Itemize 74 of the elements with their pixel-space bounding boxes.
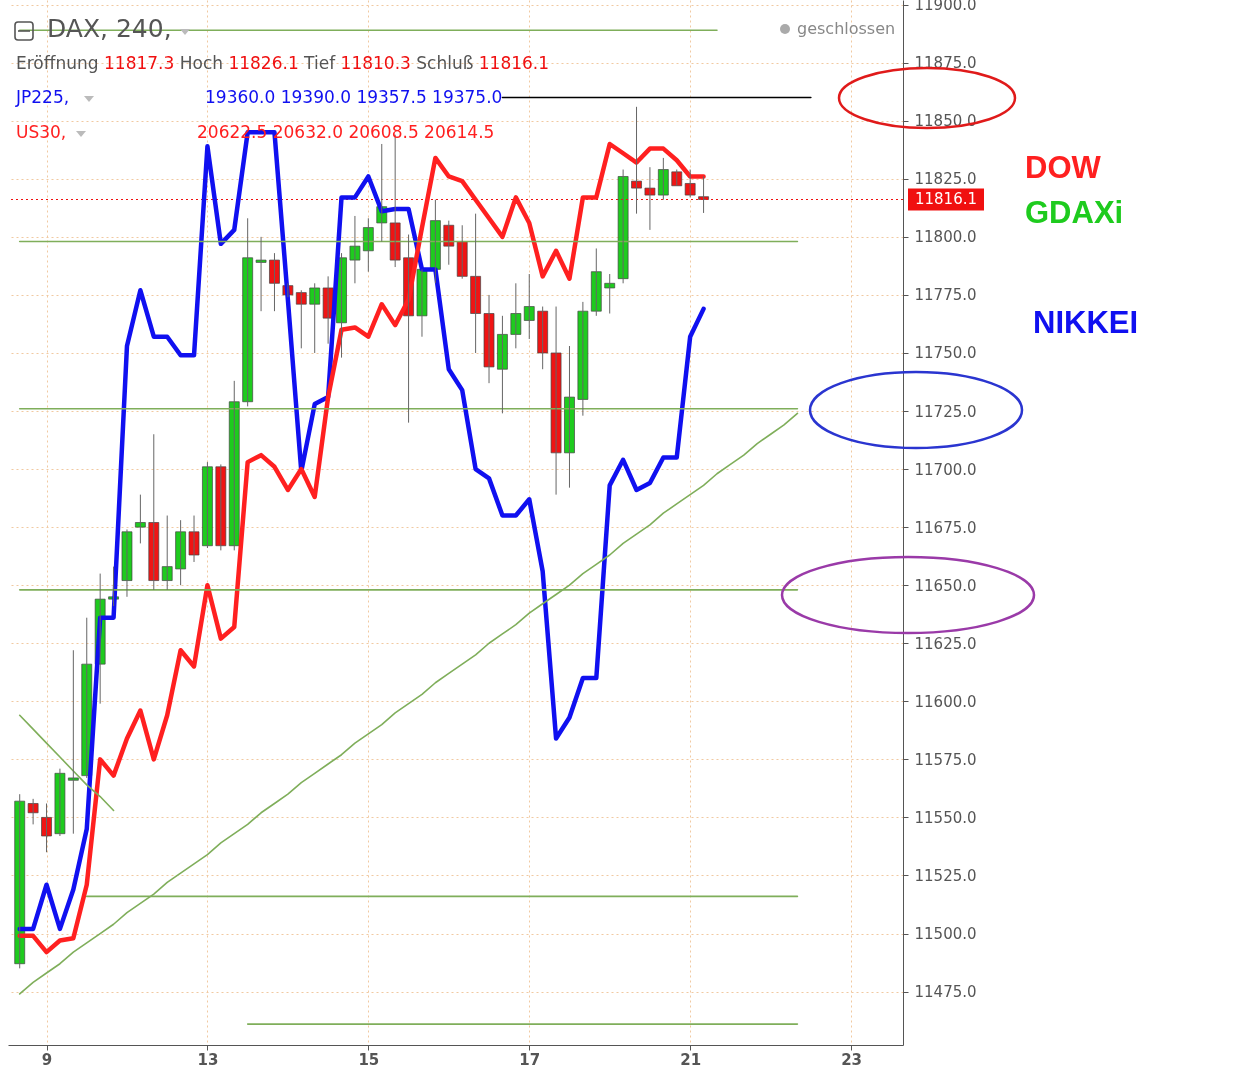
y-tick-label: 11575.0: [914, 750, 977, 769]
candlestick: [523, 273, 535, 340]
candlestick: [590, 247, 602, 317]
y-tick-label: 11550.0: [914, 808, 977, 827]
x-tick-label: 15: [358, 1050, 380, 1069]
y-tick-label: 11675.0: [914, 518, 977, 537]
candlestick: [27, 798, 39, 825]
y-tick-label: 11625.0: [914, 634, 977, 653]
candlestick: [483, 294, 495, 384]
x-tick-label: 17: [519, 1050, 541, 1069]
text: DOW: [1025, 150, 1101, 186]
candlestick: [416, 268, 428, 338]
candlestick: [497, 315, 508, 414]
annotation: geschlossen: [797, 19, 896, 38]
annotation: Eröffnung 11817.3 Hoch 11826.1 Tief 11810.3 Schluß 11816.1: [16, 53, 550, 73]
annotation: 19360.0 19390.0 19357.5 19375.0: [205, 87, 503, 107]
candlestick: [188, 515, 200, 563]
text: NIKKEI: [1033, 305, 1139, 341]
y-tick-label: 11600.0: [914, 692, 977, 711]
text: US30,: [16, 122, 67, 142]
line-series: [18, 714, 115, 812]
candlestick: [564, 345, 575, 489]
candlestick: [349, 215, 361, 284]
candlestick: [470, 213, 481, 354]
candlestick: [443, 220, 455, 266]
candlestick: [148, 433, 160, 591]
candlestick: [604, 273, 616, 314]
candlestick: [550, 306, 562, 496]
y-tick-label: 11750.0: [914, 344, 977, 363]
candlestick: [175, 519, 186, 586]
y-tick-label: 11900.0: [914, 0, 977, 15]
candlestick: [67, 649, 79, 835]
y-tick-label: 11650.0: [914, 576, 977, 595]
candlestick: [269, 252, 280, 312]
candlestick: [295, 289, 307, 349]
line-series: [18, 412, 799, 995]
candlestick: [684, 169, 696, 198]
candlestick: [41, 802, 52, 853]
candlestick: [228, 380, 240, 551]
candlestick: [121, 528, 133, 598]
y-tick-label: 11850.0: [914, 112, 977, 131]
candlestick: [577, 301, 589, 417]
y-tick-label: 11725.0: [914, 402, 977, 421]
candlestick: [309, 282, 321, 354]
y-tick-label: 11775.0: [914, 286, 977, 305]
x-tick-label: 21: [680, 1050, 702, 1069]
ref-line-label: 11816.1: [914, 190, 978, 209]
candlestick: [671, 169, 683, 187]
y-tick-label: 11700.0: [914, 460, 977, 479]
candlestick: [202, 461, 213, 549]
candlestick: [537, 306, 549, 370]
candlestick: [617, 169, 629, 284]
candlestick: [215, 463, 227, 551]
candlestick: [255, 236, 267, 312]
candlestick: [161, 515, 173, 591]
x-tick-label: 9: [41, 1050, 53, 1069]
y-tick-label: 11825.0: [914, 170, 977, 189]
candlestick: [242, 217, 254, 407]
candlestick: [54, 768, 66, 837]
y-tick-label: 11475.0: [914, 983, 977, 1002]
annotation: 20622.5 20632.0 20608.5 20614.5: [197, 122, 495, 142]
candlestick: [135, 494, 146, 544]
candlestick: [657, 157, 669, 201]
candlestick: [456, 224, 468, 280]
candlestick: [362, 217, 374, 273]
text: GDAXi: [1025, 195, 1124, 231]
text: JP225,: [16, 87, 70, 107]
y-tick-label: 11500.0: [914, 925, 977, 944]
y-tick-label: 11525.0: [914, 866, 977, 885]
y-tick-label: 11800.0: [914, 228, 977, 247]
x-tick-label: 23: [841, 1050, 863, 1069]
candlestick: [510, 282, 522, 349]
x-tick-label: 13: [197, 1050, 219, 1069]
candlestick: [14, 793, 26, 969]
